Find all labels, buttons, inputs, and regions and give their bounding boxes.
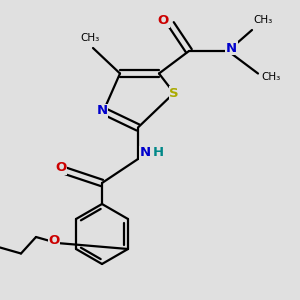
Text: N: N [226, 41, 237, 55]
Text: N: N [96, 104, 108, 118]
Text: CH₃: CH₃ [80, 33, 100, 43]
Text: S: S [169, 86, 179, 100]
Text: CH₃: CH₃ [261, 71, 280, 82]
Text: H: H [152, 146, 164, 160]
Text: O: O [158, 14, 169, 27]
Text: CH₃: CH₃ [254, 15, 273, 25]
Text: N: N [140, 146, 151, 160]
Text: O: O [48, 233, 60, 247]
Text: O: O [55, 161, 66, 174]
